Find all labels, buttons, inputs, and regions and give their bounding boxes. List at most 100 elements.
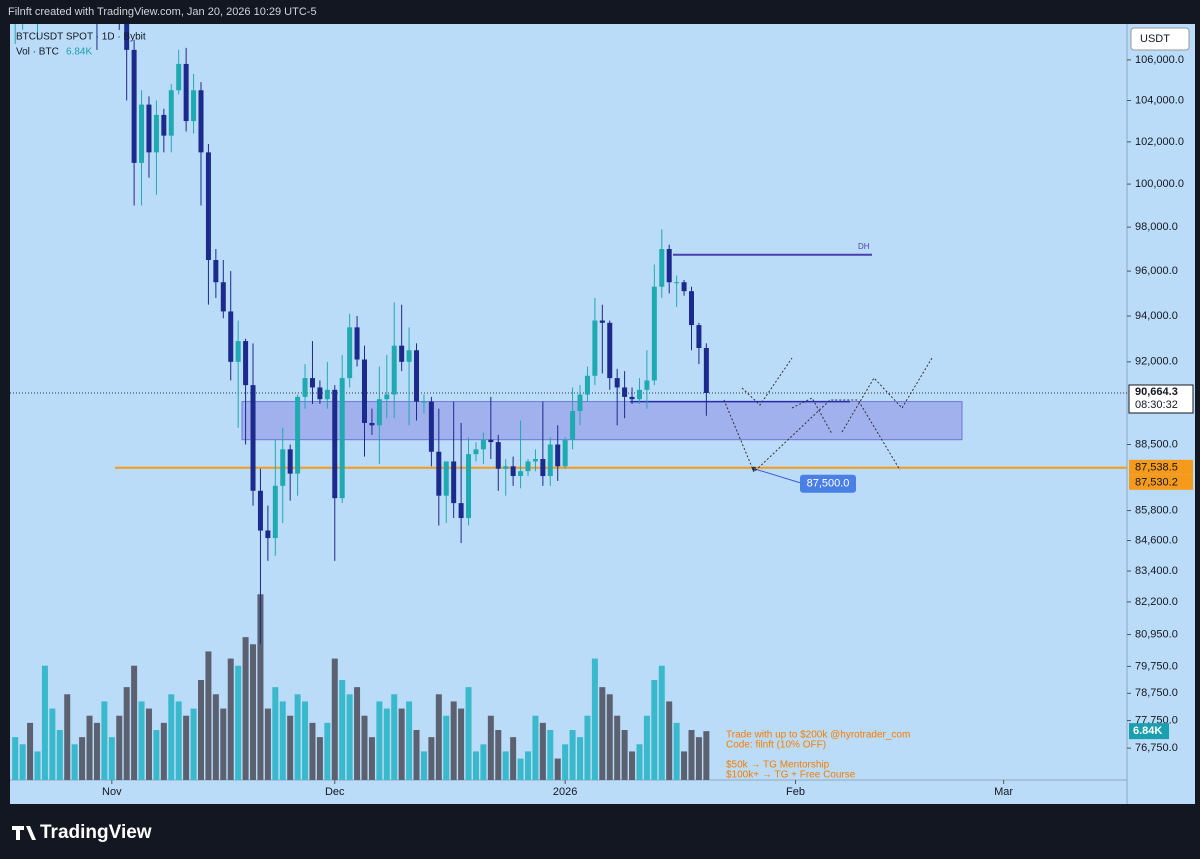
candle-body <box>220 282 226 312</box>
volume-bar <box>376 701 383 780</box>
candle-body <box>428 401 434 452</box>
volume-bar <box>19 744 26 780</box>
volume-bar <box>331 658 338 780</box>
volume-bar <box>472 751 479 780</box>
candle-body <box>302 378 308 397</box>
volume-bar <box>666 701 673 780</box>
candle-body <box>688 291 694 326</box>
volume-bar <box>138 701 145 780</box>
candle-body <box>146 104 152 153</box>
y-tick-label: 85,800.0 <box>1135 504 1178 516</box>
volume-bar <box>487 715 494 780</box>
candle-body <box>176 63 182 91</box>
candle-body <box>562 439 568 467</box>
candle-body <box>161 114 167 136</box>
volume-bar <box>413 730 420 780</box>
volume-bar <box>532 715 539 780</box>
volume-bar <box>636 744 643 780</box>
candle-body <box>436 451 442 496</box>
candle-body <box>577 394 583 412</box>
volume-bar <box>220 708 227 780</box>
level-price-box <box>1129 459 1193 475</box>
candle-body <box>280 449 286 486</box>
volume-bar <box>56 730 63 780</box>
candle-body <box>495 442 501 469</box>
x-tick-label: Mar <box>994 786 1013 798</box>
volume-bar <box>108 737 115 780</box>
volume-bar <box>86 715 93 780</box>
candle-body <box>309 378 315 388</box>
volume-bar <box>591 658 598 780</box>
candle-body <box>599 320 605 323</box>
symbol-legend: BTCUSDT SPOT · 1D · Bybit <box>16 32 146 43</box>
candle-body <box>332 389 338 499</box>
candle-body <box>317 387 323 400</box>
candle-body <box>488 439 494 443</box>
candle-body <box>570 411 576 440</box>
volume-bar <box>465 687 472 780</box>
currency-button[interactable] <box>1130 27 1190 51</box>
candle-body <box>466 454 472 519</box>
x-tick-label: 2026 <box>553 786 577 798</box>
candle-body <box>421 401 427 403</box>
volume-bar <box>383 708 390 780</box>
candle-body <box>622 387 628 397</box>
target-box <box>800 474 856 493</box>
candle-body <box>584 375 590 395</box>
currency[interactable]: USDT <box>1140 33 1170 45</box>
candle-body <box>510 466 516 477</box>
volume-bar <box>93 722 100 780</box>
candle-body <box>139 104 145 163</box>
volume-bar <box>435 694 442 780</box>
volume-bar <box>524 751 531 780</box>
footer: TradingView <box>12 822 152 843</box>
volume-bar <box>205 651 212 780</box>
last-price: 90,664.3 <box>1135 386 1178 398</box>
volume-bar <box>673 722 680 780</box>
candle-body <box>518 471 524 477</box>
volume-bar <box>361 715 368 780</box>
volume-bar <box>12 737 19 780</box>
candle-body <box>636 389 642 400</box>
volume-bar <box>562 744 569 780</box>
target-connector <box>753 468 801 484</box>
volume-bar <box>695 737 702 780</box>
volume-bar <box>577 737 584 780</box>
volume-bar <box>287 715 294 780</box>
candle-body <box>287 449 293 474</box>
volume-bar <box>443 715 450 780</box>
plot: DH <box>10 24 1127 780</box>
y-tick-label: 92,000.0 <box>1135 356 1178 368</box>
volume-bar <box>629 751 636 780</box>
volume-bar <box>123 687 130 780</box>
candle-body <box>607 322 613 379</box>
volume-bar <box>272 687 279 780</box>
candle-body <box>339 378 345 499</box>
candle-body <box>191 90 197 122</box>
volume-bar <box>398 708 405 780</box>
y-tick-label: 106,000.0 <box>1135 54 1184 66</box>
candle-body <box>458 503 464 519</box>
volume-bar <box>168 694 175 780</box>
candle-body <box>235 341 241 362</box>
volume-bar <box>354 687 361 780</box>
volume-bar <box>688 730 695 780</box>
candle-body <box>376 399 382 426</box>
volume-bar <box>264 708 271 780</box>
candle-body <box>532 459 538 462</box>
candle-body <box>681 282 687 292</box>
volume-bar <box>183 715 190 780</box>
volume-bar <box>79 737 86 780</box>
candle-body <box>272 485 278 539</box>
y-tick-label: 96,000.0 <box>1135 265 1178 277</box>
volume-bar <box>153 730 160 780</box>
candle-body <box>674 282 680 284</box>
volume-bar <box>517 758 524 780</box>
candle-body <box>228 311 234 362</box>
candle-body <box>168 90 174 136</box>
candle-body <box>451 461 457 504</box>
volume-bar <box>346 694 353 780</box>
y-tick-label: 83,400.0 <box>1135 565 1178 577</box>
x-tick-label: Nov <box>102 786 122 798</box>
